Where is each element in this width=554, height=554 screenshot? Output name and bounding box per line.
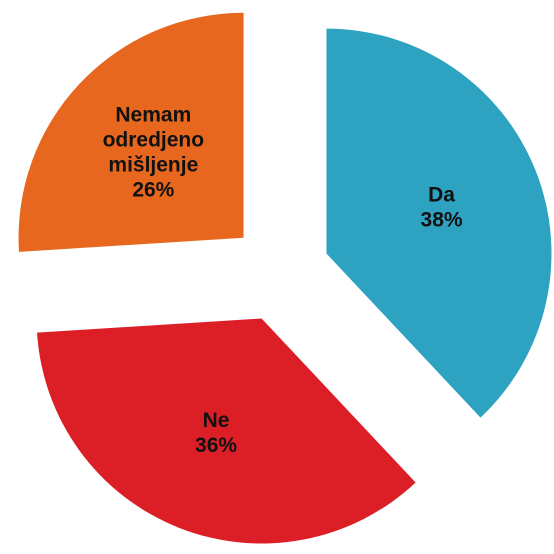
category-word: Ne [203,409,230,432]
pie-slice [37,318,416,544]
pie-slice [326,28,552,418]
category-label: Ne [203,409,230,432]
slice-label: Nemam odredjeno mišljenje 26% [103,103,205,201]
category-word: mišljenje [108,153,198,176]
slice-label: Da 38% [421,183,463,231]
category-label: Da [428,183,455,206]
category-word: Nemam [115,103,191,126]
slice-label: Ne 36% [195,409,237,457]
value-label: 38% [421,208,463,231]
pie-slice [18,12,244,252]
value-label: 36% [195,434,237,457]
category-word: odredjeno [103,128,205,151]
category-label: Nemam odredjeno mišljenje [103,103,205,176]
category-word: Da [428,183,455,206]
value-label: 26% [132,178,174,201]
